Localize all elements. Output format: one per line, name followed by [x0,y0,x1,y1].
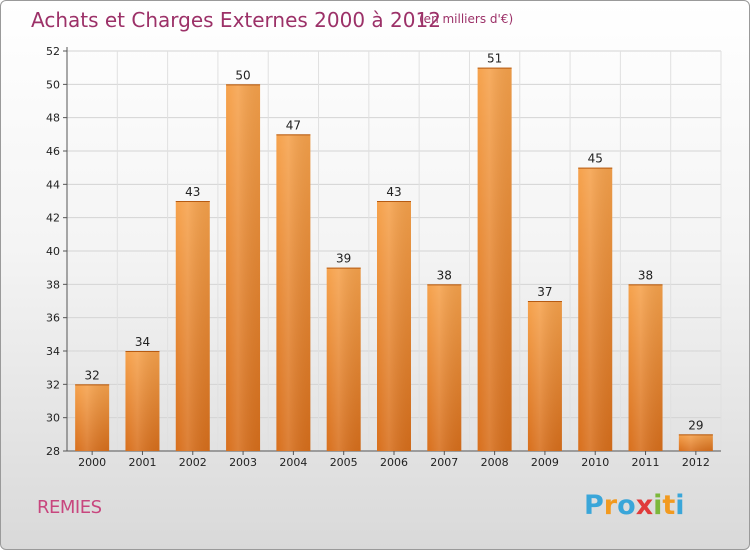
bar-shine [678,434,713,451]
y-tick-label: 44 [46,178,60,191]
logo-letter: x [635,490,654,521]
y-tick-label: 34 [46,345,60,358]
proxiti-logo[interactable]: Proxiti [584,490,685,521]
chart-title: Achats et Charges Externes 2000 à 2012 [31,8,441,32]
bar-shine [477,67,512,452]
x-tick-label: 2009 [531,456,559,469]
x-tick-label: 2011 [632,456,660,469]
bar-value-label: 32 [85,368,100,382]
bar-value-label: 38 [638,268,653,282]
bar-value-label: 43 [185,185,200,199]
y-tick-label: 30 [46,412,60,425]
x-tick-label: 2008 [481,456,509,469]
bar-shine [226,84,261,451]
bar-value-label: 29 [688,418,703,432]
bar-value-label: 45 [588,152,603,166]
logo-letter: i [675,490,685,521]
x-tick-label: 2007 [430,456,458,469]
x-tick-label: 2003 [229,456,257,469]
y-tick-label: 52 [46,45,60,58]
bar-shine [175,201,210,451]
commune-name: REMIES [37,497,102,518]
x-tick-label: 2002 [179,456,207,469]
bar-value-label: 34 [135,335,150,349]
logo-letter: P [584,490,604,521]
y-tick-label: 48 [46,112,60,125]
bar-shine [125,351,160,451]
x-tick-label: 2005 [330,456,358,469]
x-tick-label: 2000 [78,456,106,469]
bar-value-label: 51 [487,52,502,66]
bar-shine [527,301,562,451]
bar-layer [75,67,713,452]
bar-shine [377,201,411,451]
logo-letter: r [603,490,618,521]
logo-letter: i [653,490,663,521]
bar-shine [326,267,361,451]
y-tick-label: 38 [46,278,60,291]
y-tick-label: 46 [46,145,60,158]
bar-shine [578,167,613,451]
logo-letter: o [617,490,636,521]
bar-value-label: 37 [537,285,552,299]
y-tick-label: 50 [46,78,60,91]
y-tick-label: 28 [46,445,60,458]
bar-value-label: 47 [286,118,301,132]
y-tick-label: 42 [46,212,60,225]
bar-value-label: 43 [386,185,401,199]
bar-shine [75,384,110,451]
logo-letter: t [662,490,676,521]
bar-value-label: 38 [437,268,452,282]
x-tick-label: 2006 [380,456,408,469]
y-tick-label: 32 [46,378,60,391]
bar-value-label: 39 [336,252,351,266]
label-layer: 32 34 43 50 47 39 43 38 51 37 45 38 29 [85,52,704,433]
bar-shine [628,284,663,451]
bar-shine [427,284,462,451]
x-tick-label: 2010 [581,456,609,469]
x-tick-label: 2012 [682,456,710,469]
x-tick-label: 2001 [128,456,156,469]
chart-subtitle: (en milliers d'€) [419,12,514,26]
x-tick-label: 2004 [279,456,307,469]
y-tick-label: 36 [46,312,60,325]
bar-value-label: 50 [235,68,250,82]
bar-shine [276,134,311,452]
y-tick-label: 40 [46,245,60,258]
